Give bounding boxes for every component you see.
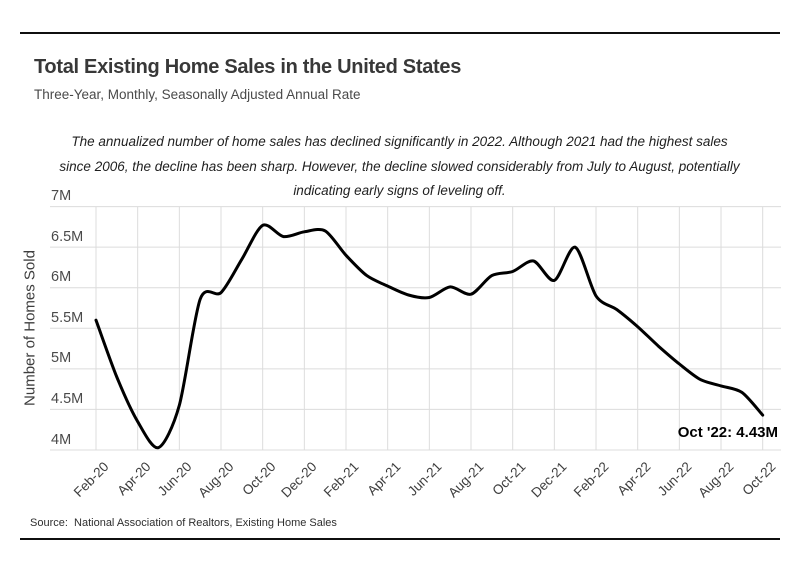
- last-point-value-label: Oct '22: 4.43M: [677, 424, 778, 441]
- home-sales-line-series: [94, 223, 765, 450]
- annotation-line-3: indicating early signs of leveling off.: [293, 183, 506, 198]
- vertical-gridlines: [95, 206, 764, 450]
- chart-title: Total Existing Home Sales in the United …: [34, 56, 462, 78]
- annotation-line-1: The annualized number of home sales has …: [71, 134, 728, 149]
- y-tick-label: 6M: [51, 269, 72, 286]
- chart-subtitle: Three-Year, Monthly, Seasonally Adjusted…: [34, 87, 361, 102]
- y-tick-label: 5.5M: [51, 309, 84, 326]
- y-tick-label: 5M: [51, 350, 72, 367]
- y-tick-label: 7M: [51, 188, 72, 205]
- bottom-divider: [20, 538, 780, 540]
- y-axis-title: Number of Homes Sold: [21, 250, 39, 406]
- horizontal-gridlines: [50, 206, 781, 451]
- source-note: Source: National Association of Realtors…: [30, 517, 337, 529]
- annotation-line-2: since 2006, the decline has been sharp. …: [59, 158, 740, 174]
- y-tick-label: 4.5M: [51, 390, 84, 407]
- chart-annotation: The annualized number of home sales has …: [0, 130, 799, 204]
- y-tick-label: 6.5M: [51, 228, 84, 245]
- top-divider: [20, 32, 780, 34]
- y-tick-label: 4M: [51, 431, 72, 448]
